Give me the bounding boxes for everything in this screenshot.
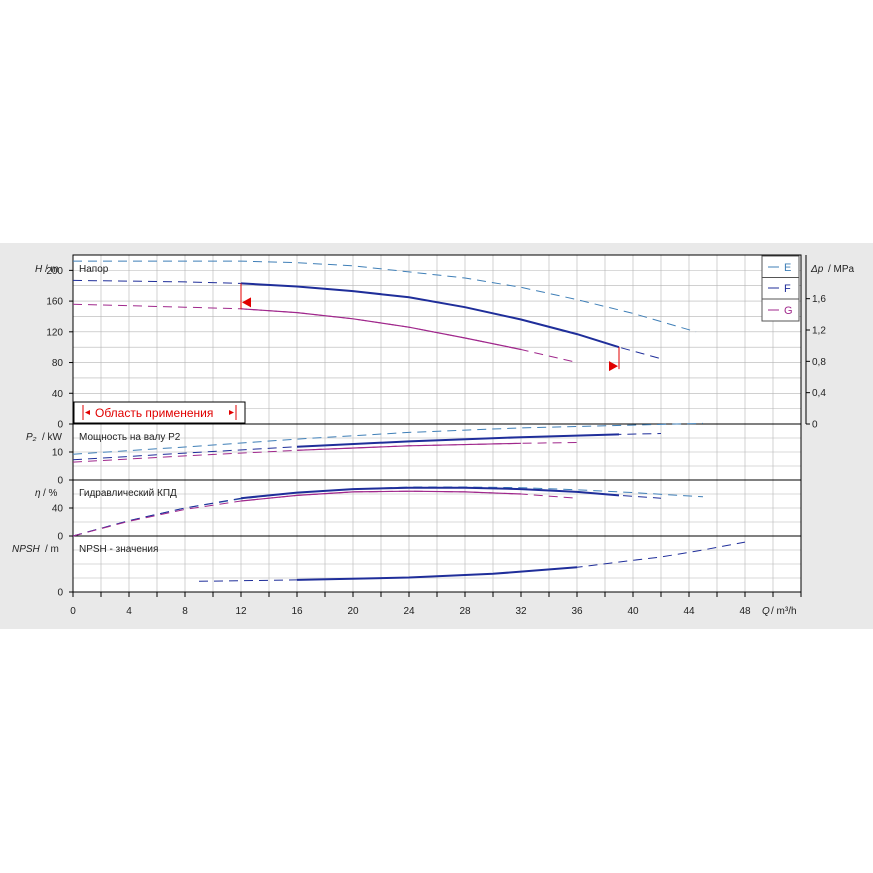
operating-limit-markers bbox=[240, 283, 620, 372]
eta-axis-var: η bbox=[35, 488, 41, 499]
power-panel-title: Мощность на валу P2 bbox=[79, 432, 181, 443]
axes bbox=[69, 254, 810, 597]
power-curve-e-dashed bbox=[72, 422, 704, 455]
curves bbox=[72, 260, 746, 582]
dp-tick-label: 0,4 bbox=[812, 388, 826, 399]
limit-arrow-min bbox=[242, 297, 251, 308]
y-tick-label: 40 bbox=[52, 389, 64, 400]
npsh-axis-unit: / m bbox=[45, 544, 59, 555]
head-curve-e-dashed bbox=[73, 260, 697, 333]
head-curve-f-solid bbox=[240, 282, 620, 349]
dp-tick-label: 0 bbox=[812, 420, 818, 431]
y-tick-label: 0 bbox=[57, 532, 63, 543]
dp-axis-unit: / MPa bbox=[828, 264, 855, 275]
x-tick-label: 0 bbox=[70, 606, 76, 617]
x-tick-label: 4 bbox=[126, 606, 132, 617]
dp-tick-label: 0,8 bbox=[812, 357, 826, 368]
x-tick-label: 12 bbox=[235, 606, 247, 617]
limit-arrow-max bbox=[609, 361, 618, 372]
h-axis-var: H bbox=[35, 264, 43, 275]
dp-tick-label: 1,6 bbox=[812, 294, 826, 305]
npsh-panel-title: NPSH - значения bbox=[79, 544, 158, 555]
npsh-axis-var: NPSH bbox=[12, 544, 41, 555]
y-tick-label: 160 bbox=[46, 297, 63, 308]
operating-range-text: Область применения bbox=[95, 406, 213, 420]
x-tick-label: 28 bbox=[459, 606, 471, 617]
legend-item-g: G bbox=[768, 305, 793, 317]
y-tick-label: 0 bbox=[57, 476, 63, 487]
x-tick-label: 36 bbox=[571, 606, 583, 617]
x-tick-label: 20 bbox=[347, 606, 359, 617]
y-tick-label: 0 bbox=[57, 588, 63, 599]
head-curve-g-solid bbox=[240, 308, 522, 351]
y-tick-label: 80 bbox=[52, 358, 64, 369]
y-tick-label: 200 bbox=[46, 266, 63, 277]
y-tick-label: 40 bbox=[52, 504, 64, 515]
x-tick-label: 40 bbox=[627, 606, 639, 617]
y-tick-label: 10 bbox=[52, 448, 64, 459]
legend: E F G bbox=[761, 255, 800, 322]
dp-axis-var: Δp bbox=[810, 264, 824, 275]
npsh-curve-f-solid bbox=[296, 566, 578, 581]
dp-tick-label: 1,2 bbox=[812, 326, 826, 337]
head-panel-title: Напор bbox=[79, 264, 109, 275]
efficiency-curve-f-solid bbox=[240, 486, 620, 500]
x-tick-label: 44 bbox=[683, 606, 695, 617]
power-curve-f-solid bbox=[296, 433, 620, 448]
legend-label-g: G bbox=[784, 305, 793, 317]
efficiency-curve-g-solid bbox=[240, 490, 522, 502]
legend-item-e: E bbox=[768, 262, 791, 274]
y-tick-label: 120 bbox=[46, 327, 63, 338]
q-axis-unit: / m³/h bbox=[771, 606, 797, 617]
legend-item-f: F bbox=[768, 283, 791, 295]
power-curve-g-dashed bbox=[72, 442, 578, 463]
power-curve-g-solid bbox=[296, 442, 522, 451]
p2-axis-unit: / kW bbox=[42, 432, 63, 443]
y-tick-label: 0 bbox=[57, 420, 63, 431]
p2-axis-var: P₂ bbox=[26, 432, 37, 443]
x-tick-label: 48 bbox=[739, 606, 751, 617]
x-tick-label: 32 bbox=[515, 606, 527, 617]
q-axis-var: Q bbox=[762, 606, 770, 617]
legend-label-f: F bbox=[784, 283, 791, 295]
eta-axis-unit: / % bbox=[43, 488, 58, 499]
legend-label-e: E bbox=[784, 262, 791, 274]
efficiency-panel-title: Гидравлический КПД bbox=[79, 488, 177, 499]
x-tick-label: 8 bbox=[182, 606, 188, 617]
operating-range-label: Область применения bbox=[73, 401, 246, 424]
x-tick-label: 16 bbox=[291, 606, 303, 617]
h-axis-unit: / m bbox=[45, 264, 59, 275]
x-tick-label: 24 bbox=[403, 606, 415, 617]
